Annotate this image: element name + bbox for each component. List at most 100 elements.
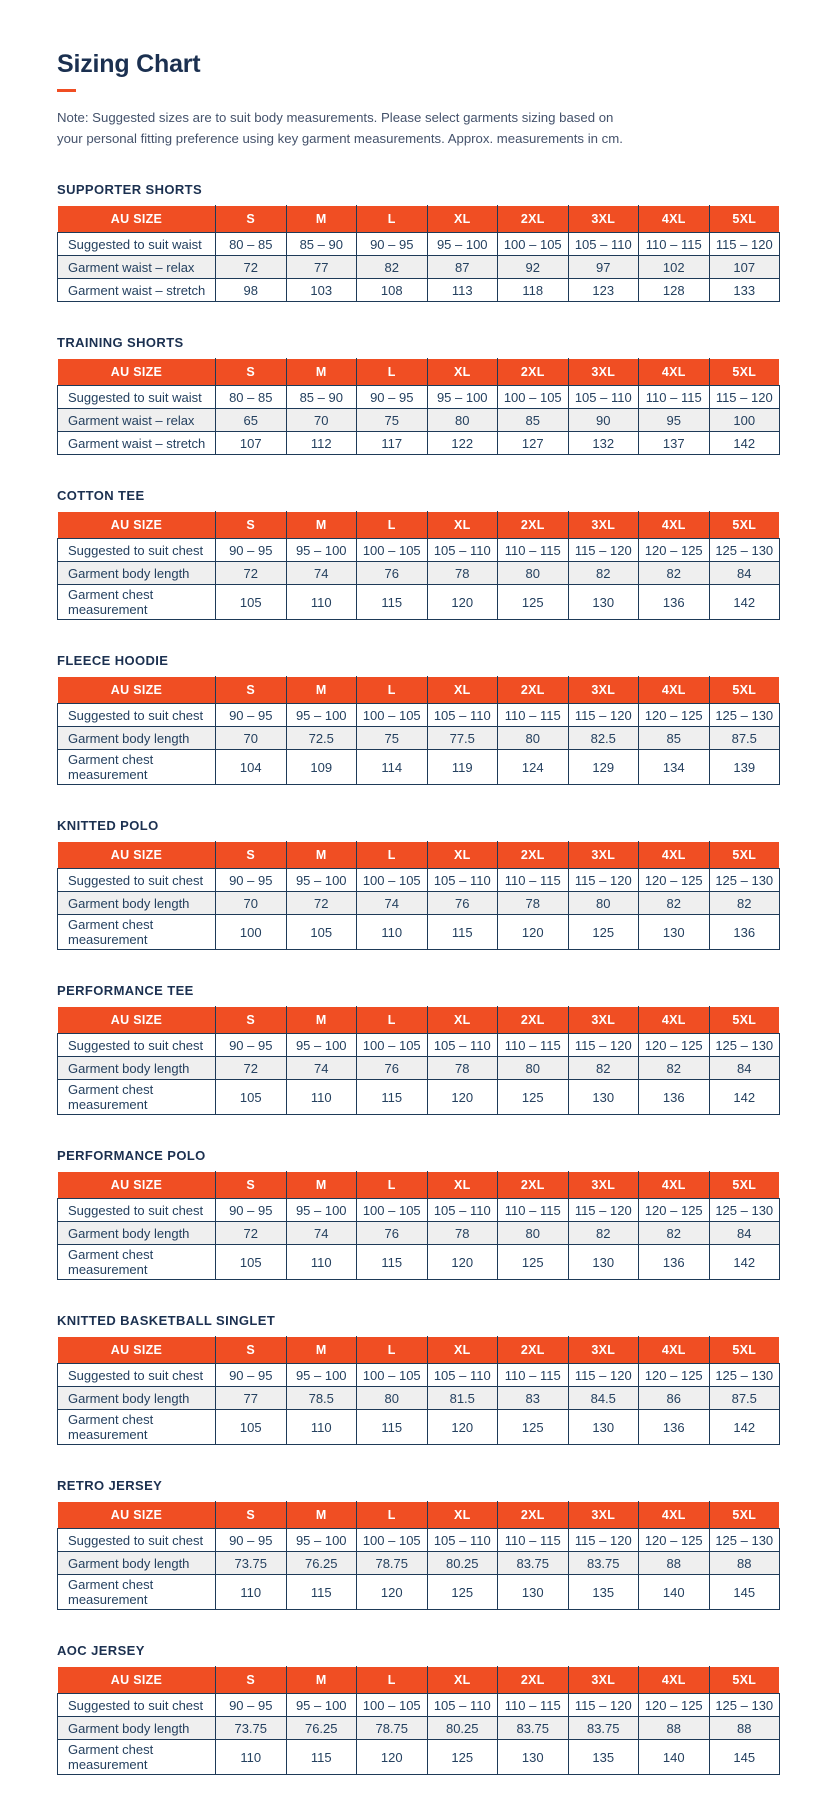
section-title: AOC JERSEY <box>57 1643 145 1659</box>
table-row: Garment chest measurement 104 109 114 119 124… <box>57 749 780 786</box>
table-head: AU SIZE S M L XL 2XL 3XL 4XL 5XL <box>57 841 780 870</box>
table-row: Garment waist – relax 65 70 75 80 85 90 95 100 <box>57 408 780 433</box>
size-column-header: 3XL <box>567 1171 639 1200</box>
value-cell: 136 <box>638 584 710 621</box>
value-cell: 82 <box>638 1056 710 1081</box>
value-cell: 83.75 <box>567 1716 639 1741</box>
size-column-header: S <box>215 1006 287 1035</box>
value-cell: 125 – 130 <box>708 538 780 563</box>
value-cell: 110 – 115 <box>497 703 569 728</box>
value-cell: 104 <box>215 749 287 786</box>
size-column-header: 4XL <box>638 205 710 234</box>
value-cell: 118 <box>497 278 569 303</box>
table-row: Suggested to suit waist 80 – 85 85 – 90 90 … <box>57 385 780 410</box>
value-cell: 100 – 105 <box>356 1363 428 1388</box>
value-cell: 72.5 <box>285 726 357 751</box>
table-row: Garment chest measurement 110 115 120 125 130… <box>57 1574 780 1611</box>
size-column-header: L <box>356 358 428 387</box>
value-cell: 97 <box>567 255 639 280</box>
size-column-header: L <box>356 1501 428 1530</box>
value-cell: 115 – 120 <box>567 538 639 563</box>
value-cell: 110 <box>356 914 428 951</box>
value-cell: 109 <box>285 749 357 786</box>
value-cell: 110 <box>285 584 357 621</box>
sizing-table: AU SIZE S M L XL 2XL 3XL 4XL 5XL Suggested to sui… <box>57 1006 780 1116</box>
value-cell: 124 <box>497 749 569 786</box>
row-label-cell: Suggested to suit chest <box>57 868 216 893</box>
value-cell: 115 – 120 <box>567 1363 639 1388</box>
value-cell: 120 – 125 <box>638 1363 710 1388</box>
value-cell: 83.75 <box>567 1551 639 1576</box>
value-cell: 115 – 120 <box>567 868 639 893</box>
size-column-header: M <box>285 676 357 705</box>
size-column-header: 5XL <box>708 511 780 540</box>
value-cell: 130 <box>497 1739 569 1776</box>
header-row: AU SIZE S M L XL 2XL 3XL 4XL 5XL <box>57 1336 780 1365</box>
row-label-cell: Suggested to suit waist <box>57 232 216 257</box>
size-column-header: 5XL <box>708 676 780 705</box>
size-column-header: S <box>215 676 287 705</box>
value-cell: 87.5 <box>708 726 780 751</box>
value-cell: 142 <box>708 1244 780 1281</box>
table-body: Suggested to suit chest 90 – 95 95 – 100 10… <box>57 538 780 621</box>
size-column-header: 4XL <box>638 1336 710 1365</box>
row-label-cell: Suggested to suit chest <box>57 1363 216 1388</box>
value-cell: 108 <box>356 278 428 303</box>
table-row: Garment waist – stretch 98 103 108 113 118 123… <box>57 278 780 303</box>
value-cell: 77.5 <box>426 726 498 751</box>
value-cell: 100 – 105 <box>356 538 428 563</box>
value-cell: 82 <box>356 255 428 280</box>
value-cell: 92 <box>497 255 569 280</box>
size-column-header: L <box>356 1666 428 1695</box>
value-cell: 90 – 95 <box>215 703 287 728</box>
row-label-cell: Garment chest measurement <box>57 1244 216 1281</box>
value-cell: 95 – 100 <box>285 1033 357 1058</box>
value-cell: 145 <box>708 1739 780 1776</box>
value-cell: 127 <box>497 431 569 456</box>
value-cell: 115 – 120 <box>567 1033 639 1058</box>
value-cell: 120 – 125 <box>638 1033 710 1058</box>
header-row: AU SIZE S M L XL 2XL 3XL 4XL 5XL <box>57 511 780 540</box>
row-label-cell: Suggested to suit chest <box>57 1198 216 1223</box>
value-cell: 105 – 110 <box>426 1198 498 1223</box>
size-column-header: AU SIZE <box>57 841 216 870</box>
value-cell: 78 <box>426 1056 498 1081</box>
value-cell: 74 <box>285 561 357 586</box>
sizing-table: AU SIZE S M L XL 2XL 3XL 4XL 5XL Suggested to sui… <box>57 841 780 951</box>
value-cell: 76 <box>356 1056 428 1081</box>
value-cell: 100 – 105 <box>356 1528 428 1553</box>
value-cell: 140 <box>638 1739 710 1776</box>
value-cell: 72 <box>285 891 357 916</box>
value-cell: 110 – 115 <box>497 1363 569 1388</box>
value-cell: 82 <box>708 891 780 916</box>
value-cell: 80 <box>567 891 639 916</box>
size-column-header: AU SIZE <box>57 1336 216 1365</box>
table-row: Garment body length 77 78.5 80 81.5 83 84.5 86 8… <box>57 1386 780 1411</box>
table-head: AU SIZE S M L XL 2XL 3XL 4XL 5XL <box>57 511 780 540</box>
table-body: Suggested to suit waist 80 – 85 85 – 90 90 … <box>57 232 780 303</box>
value-cell: 110 – 115 <box>497 1528 569 1553</box>
value-cell: 130 <box>638 914 710 951</box>
size-column-header: L <box>356 511 428 540</box>
size-section: PERFORMANCE TEE AU SIZE S M L XL 2XL 3XL 4XL 5XL S… <box>57 983 780 1116</box>
table-row: Suggested to suit chest 90 – 95 95 – 100 10… <box>57 1528 780 1553</box>
size-column-header: XL <box>426 358 498 387</box>
value-cell: 90 <box>567 408 639 433</box>
size-column-header: 2XL <box>497 1336 569 1365</box>
value-cell: 134 <box>638 749 710 786</box>
size-column-header: AU SIZE <box>57 1501 216 1530</box>
value-cell: 82 <box>567 561 639 586</box>
value-cell: 122 <box>426 431 498 456</box>
size-column-header: M <box>285 205 357 234</box>
value-cell: 87 <box>426 255 498 280</box>
value-cell: 120 <box>356 1739 428 1776</box>
table-row: Suggested to suit waist 80 – 85 85 – 90 90 … <box>57 232 780 257</box>
value-cell: 95 – 100 <box>285 703 357 728</box>
sizing-table: AU SIZE S M L XL 2XL 3XL 4XL 5XL Suggested to sui… <box>57 1171 780 1281</box>
value-cell: 130 <box>497 1574 569 1611</box>
value-cell: 128 <box>638 278 710 303</box>
value-cell: 115 – 120 <box>567 1528 639 1553</box>
section-title: PERFORMANCE TEE <box>57 983 194 999</box>
value-cell: 105 – 110 <box>426 1033 498 1058</box>
value-cell: 77 <box>215 1386 287 1411</box>
